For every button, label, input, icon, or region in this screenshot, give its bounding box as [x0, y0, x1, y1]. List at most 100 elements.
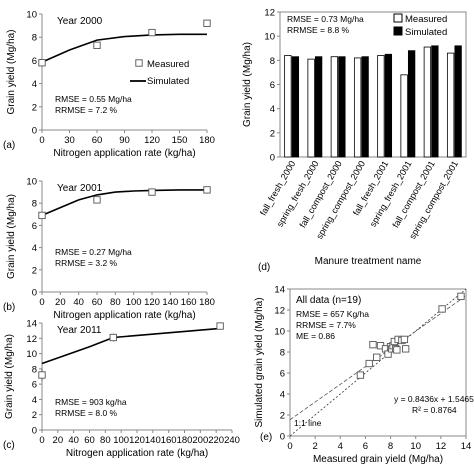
panel-e-fit-equation: y = 0.8436x + 1.5465: [394, 394, 474, 404]
panel-a-x-tick-label: 90: [119, 135, 130, 146]
panel-c-simulated-line: [41, 327, 221, 365]
panel-b-y-label: Grain yield (Mg/ha): [6, 194, 17, 279]
panel-d-y-tick-label: 6: [270, 80, 275, 91]
panel-d-stat: RMSE = 0.73 Mg/ha: [287, 14, 364, 24]
panel-a-y-label: Grain yield (Mg/ha): [6, 29, 17, 114]
panel-b-x-tick-label: 160: [181, 297, 197, 308]
panel-c-label: (c): [3, 440, 15, 451]
panel-b-x-tick-label: 80: [110, 297, 121, 308]
panel-b-x-tick-label: 0: [39, 297, 44, 308]
panel-a-legend-measured-label: Measured: [147, 59, 189, 70]
panel-b-x-tick-label: 60: [92, 297, 103, 308]
panel-b-x-label: Nitrogen application rate (kg/ha): [53, 310, 195, 321]
panel-b-x-tick-label: 120: [144, 297, 160, 308]
panel-c-x-tick-label: 0: [39, 435, 44, 446]
panel-d-category-label: fall_compost_2000: [297, 159, 343, 229]
panel-d-bar-simulated: [454, 45, 462, 158]
panel-d-y-tick-label: 10: [264, 32, 275, 43]
panel-e-point: [393, 346, 401, 354]
panel-c-stat: RMSE = 903 kg/ha: [55, 397, 127, 407]
panel-d-bar-measured: [353, 57, 362, 158]
panel-d-legend-simulated-label: Simulated: [405, 27, 447, 38]
panel-d-bar-measured: [377, 55, 385, 158]
panel-e-annotation: All data (n=19): [296, 295, 361, 306]
panel-a-year-annotation: Year 2000: [57, 16, 103, 27]
panel-a-y-tick-label: 6: [32, 56, 37, 67]
panel-a-x-label: Nitrogen application rate (kg/ha): [53, 148, 195, 159]
panel-e-x-tick-label: 14: [461, 441, 472, 452]
panel-b-measured-point: [148, 188, 156, 196]
panel-e-y-tick-label: 12: [274, 306, 285, 317]
panel-d-legend-measured-marker: [393, 13, 403, 23]
panel-e-x-tick-label: 4: [338, 441, 343, 452]
panel-b-x-tick-label: 100: [126, 297, 142, 308]
panel-d-y-tick-label: 12: [264, 8, 275, 19]
panel-b-y-tick-label: 4: [32, 243, 37, 254]
panel-b-stat: RMSE = 0.27 Mg/ha: [55, 247, 132, 257]
panel-d-category-label: fall_compost_2001: [390, 159, 436, 229]
panel-d-bar-measured: [284, 55, 292, 158]
panel-e-label: (e): [260, 432, 272, 443]
panel-c-x-tick-label: 100: [113, 435, 129, 446]
panel-e-y-tick-label: 2: [280, 411, 285, 422]
panel-c-year-annotation: Year 2011: [57, 325, 102, 336]
panel-e-stat: ME = 0.86: [296, 331, 335, 341]
panel-b-year-annotation: Year 2001: [57, 183, 103, 194]
panel-b-y-tick-label: 0: [32, 288, 37, 299]
panel-c-y-tick-label: 6: [32, 380, 37, 391]
panel-b-x-tick-label: 20: [55, 297, 66, 308]
panel-c-x-tick-label: 160: [161, 435, 177, 446]
panel-a-label: (a): [3, 140, 15, 151]
panel-c-x-label: Nitrogen application rate (kg/ha): [66, 448, 208, 459]
panel-c-x-tick-label: 220: [208, 435, 224, 446]
panel-e-y-label: Simulated grain yield (Mg/ha): [254, 297, 265, 427]
panel-e-point: [356, 371, 365, 379]
panel-a-simulated-line: [41, 33, 207, 63]
panel-b-label: (b): [3, 302, 15, 313]
panel-c-y-tick-label: 12: [26, 334, 37, 345]
panel-d-y-tick-label: 0: [270, 153, 275, 164]
panel-e-y-tick-label: 6: [280, 369, 285, 380]
panel-a-y-tick-label: 10: [26, 10, 37, 21]
panel-a-x-tick-label: 60: [92, 135, 103, 146]
panel-e-x-label: Measured grain yield (Mg/ha): [313, 454, 443, 465]
panel-e-y-tick-label: 14: [274, 285, 285, 296]
panel-a-y-tick-label: 8: [32, 33, 37, 44]
panel-d-bar-simulated: [384, 53, 393, 158]
panel-a-x-tick-label: 120: [144, 135, 160, 146]
panel-c-x-tick-label: 80: [100, 435, 111, 446]
panel-e-one-to-one-label: 1:1 line: [294, 418, 322, 428]
panel-b-y-tick-label: 6: [32, 221, 37, 232]
panel-c-x-tick-label: 140: [145, 435, 161, 446]
panel-a-measured-point: [203, 19, 211, 27]
panel-d-bar-measured: [307, 58, 315, 158]
panel-c-y-tick-label: 2: [32, 410, 37, 421]
panel-c-x-tick-label: 20: [53, 435, 64, 446]
panel-c-x-tick-label: 40: [68, 435, 79, 446]
panel-a-stat: RRMSE = 7.2 %: [55, 105, 118, 115]
panel-c-x-tick-label: 120: [129, 435, 145, 446]
panel-a-y-tick-label: 4: [32, 79, 37, 90]
panel-e-point: [400, 335, 409, 344]
panel-c-x-tick-label: 180: [177, 435, 193, 446]
panel-d-y-tick-label: 4: [270, 104, 275, 115]
panel-b-measured-point: [93, 196, 101, 204]
panel-e-y-tick-label: 0: [280, 432, 285, 443]
panel-e-point: [402, 345, 410, 353]
panel-d-x-label: Manure treatment name: [315, 256, 422, 267]
panel-d-bar-measured: [423, 46, 432, 158]
panel-c-measured-point: [109, 333, 117, 342]
panel-d-bar-measured: [446, 52, 455, 158]
panel-a-measured-point: [93, 41, 101, 49]
panel-d-y-label: Grain yield (Mg/ha): [242, 42, 253, 127]
panel-b-stat: RRMSE = 3.2 %: [55, 258, 118, 268]
panel-e-y-tick-label: 10: [274, 327, 285, 338]
panel-e-point: [365, 359, 373, 368]
panel-e-point: [369, 341, 377, 349]
panel-d-bar-simulated: [338, 56, 346, 158]
panel-e-y-tick-label: 8: [280, 348, 285, 359]
panel-a-stat: RMSE = 0.55 Mg/ha: [55, 94, 132, 104]
panel-e-x-tick-label: 12: [436, 441, 447, 452]
panel-d-bar-measured: [330, 56, 339, 158]
